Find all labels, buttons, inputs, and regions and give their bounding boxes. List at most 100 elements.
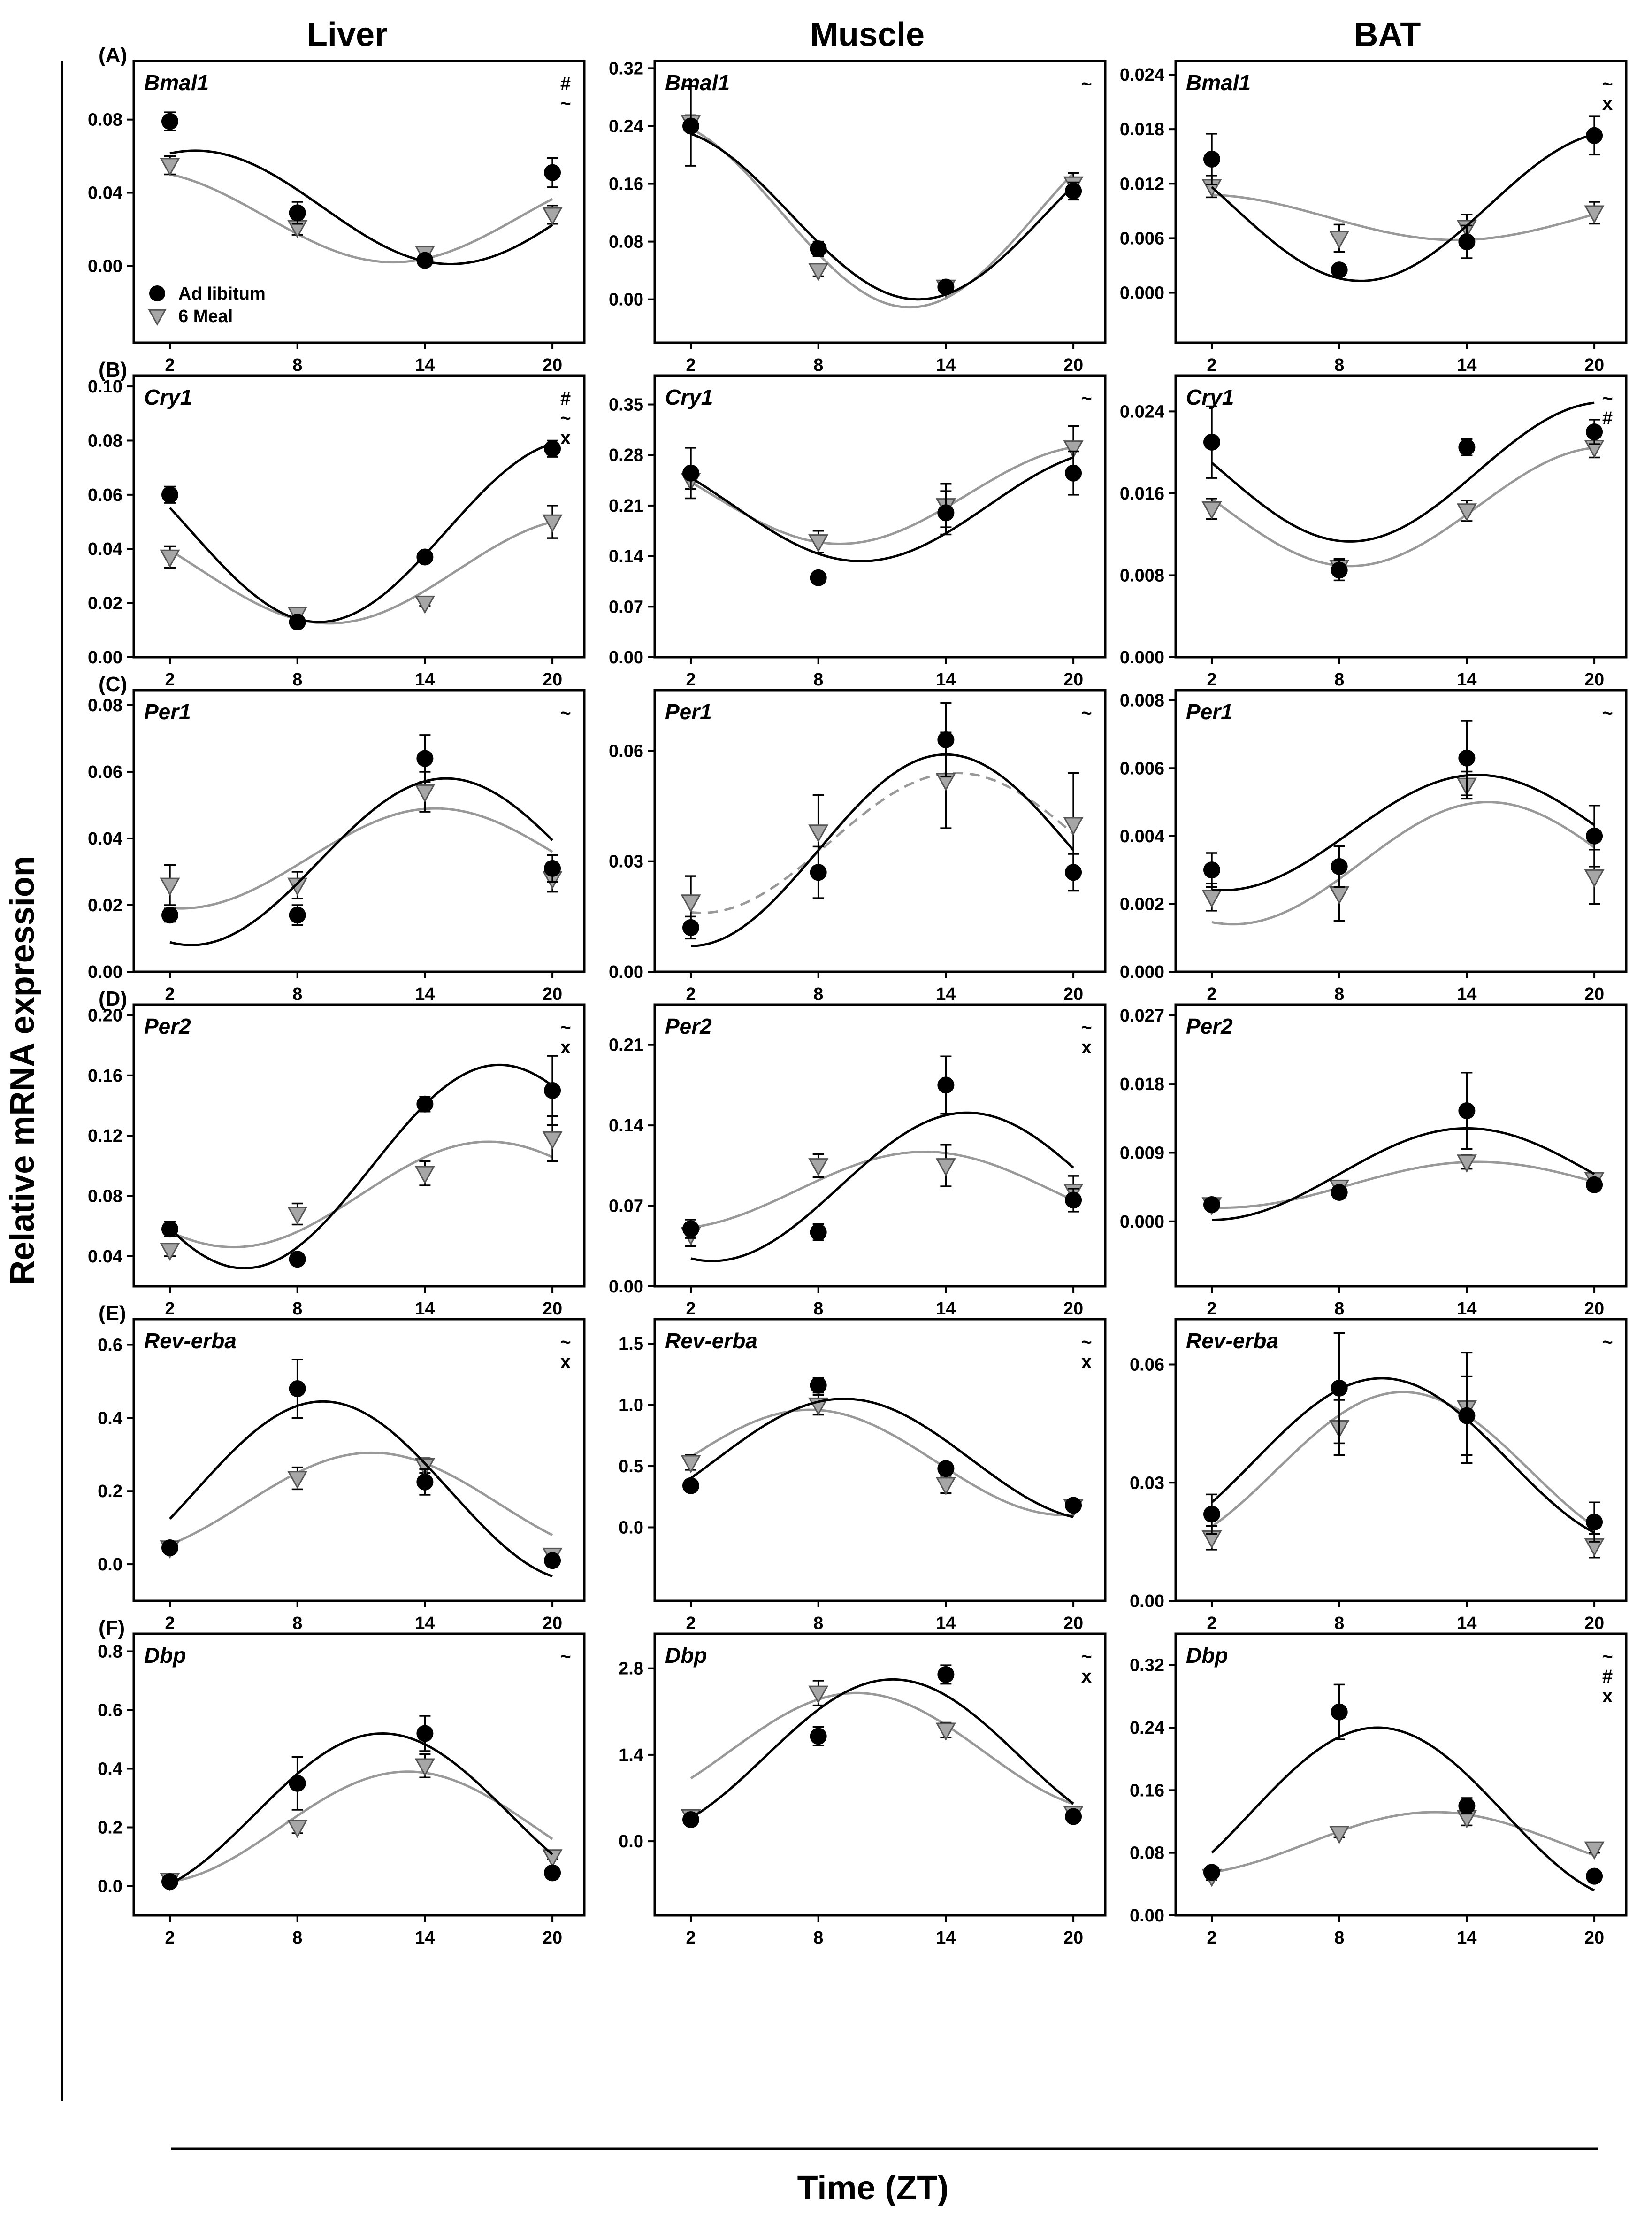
y-tick-label: 0.000 [1120, 962, 1164, 982]
y-tick-label: 0.08 [88, 431, 122, 451]
y-tick-label: 0.016 [1120, 484, 1164, 504]
data-point-ad-libitum [1331, 561, 1348, 579]
x-tick-label: 8 [813, 984, 823, 1004]
gene-title: Rev-erba [665, 1329, 757, 1353]
y-tick-label: 0.35 [609, 395, 643, 415]
fit-curve-6-meal [690, 1691, 1074, 1806]
x-tick-label: 14 [1457, 1299, 1476, 1319]
y-tick-label: 0.5 [619, 1457, 643, 1476]
data-point-ad-libitum [161, 1539, 178, 1557]
y-tick-label: 0.0 [619, 1518, 643, 1537]
data-point-ad-libitum [682, 1477, 699, 1494]
data-point-ad-libitum [544, 1082, 561, 1099]
x-tick-label: 2 [165, 670, 175, 690]
data-point-6-meal [681, 1455, 701, 1474]
fit-curve-6-meal [169, 173, 553, 264]
data-point-ad-libitum [1065, 182, 1082, 200]
data-point-ad-libitum [1065, 464, 1082, 482]
fit-curve-ad-libitum [169, 1732, 553, 1885]
x-tick-label: 8 [1334, 984, 1344, 1004]
plot-frame [653, 60, 1107, 344]
x-tick-label: 20 [543, 1928, 562, 1948]
panel-liver-dbp-f: (F) 0.0 0.2 0.4 0.6 0.8 2 8 14 20 Dbp ~ [98, 1616, 586, 1948]
panel-bat-per1-c: 0.000 0.002 0.004 0.006 0.008 2 8 14 20 Per1 ~ [1120, 689, 1628, 1004]
data-point-ad-libitum [1458, 1797, 1476, 1814]
y-tick-label: 0.06 [609, 741, 643, 761]
y-tick-label: 0.024 [1120, 65, 1164, 85]
data-point-6-meal [808, 1158, 829, 1176]
y-tick-label: 0.02 [88, 896, 122, 915]
gene-title: Dbp [144, 1643, 186, 1668]
fit-curve-6-meal [169, 520, 553, 625]
significance-marker: x [1602, 93, 1613, 114]
panel-bat-per2-d: 0.000 0.009 0.018 0.027 2 8 14 20 Per2 [1120, 1003, 1628, 1319]
x-tick-label: 20 [1584, 1614, 1604, 1633]
x-tick-label: 20 [543, 1299, 562, 1319]
column-title-bat: BAT [1354, 16, 1421, 54]
data-point-ad-libitum [1586, 827, 1603, 845]
fit-curve-6-meal [169, 1451, 553, 1546]
data-point-6-meal [414, 595, 435, 614]
data-point-ad-libitum [810, 1376, 827, 1394]
y-tick-label: 0.16 [609, 175, 643, 194]
data-point-ad-libitum [289, 907, 306, 924]
data-point-6-meal [808, 534, 829, 553]
data-point-ad-libitum [937, 1460, 955, 1477]
data-point-ad-libitum [937, 1666, 955, 1683]
y-tick-label: 1.4 [619, 1745, 643, 1765]
y-tick-label: 0.03 [609, 852, 643, 872]
fit-curve-ad-libitum [690, 753, 1075, 947]
fit-curve-ad-libitum [690, 1398, 1074, 1518]
y-tick-label: 0.002 [1120, 894, 1164, 914]
y-tick-label: 0.4 [98, 1408, 122, 1428]
significance-marker: # [560, 74, 571, 94]
data-point-6-meal [935, 1477, 956, 1496]
x-tick-label: 20 [1584, 670, 1604, 690]
data-point-6-meal [160, 549, 180, 568]
y-tick-label: 0.018 [1120, 120, 1164, 139]
data-point-ad-libitum [544, 1552, 561, 1569]
y-tick-label: 0.06 [88, 485, 122, 505]
y-tick-label: 0.000 [1120, 1212, 1164, 1232]
data-point-6-meal [1584, 205, 1605, 224]
y-tick-label: 0.16 [88, 1066, 122, 1086]
data-point-ad-libitum [810, 864, 827, 881]
fit-curve-6-meal [1211, 446, 1595, 568]
data-point-6-meal [160, 877, 180, 896]
data-point-ad-libitum [416, 1095, 434, 1113]
x-tick-label: 8 [1334, 1614, 1344, 1633]
x-tick-label: 20 [1584, 1299, 1604, 1319]
x-tick-label: 2 [1207, 1299, 1216, 1319]
fit-curve-6-meal [690, 127, 1074, 309]
data-point-6-meal [414, 1758, 435, 1777]
fit-curve-6-meal [690, 1408, 1074, 1516]
fit-curve-6-meal [1211, 801, 1595, 926]
fit-curve-ad-libitum [169, 1400, 553, 1578]
data-point-ad-libitum [1065, 1808, 1082, 1825]
x-tick-label: 14 [1457, 1614, 1476, 1633]
significance-marker: x [560, 428, 571, 448]
plot-frame [1174, 60, 1628, 344]
y-tick-label: 0.03 [1130, 1473, 1164, 1493]
data-point-ad-libitum [1203, 433, 1220, 451]
y-tick-label: 0.4 [98, 1760, 122, 1779]
gene-title: Per2 [665, 1014, 712, 1038]
x-tick-label: 14 [1457, 1928, 1476, 1948]
data-point-6-meal [935, 1722, 956, 1741]
x-axis-title: Time (ZT) [797, 2169, 949, 2207]
x-tick-label: 8 [1334, 1299, 1344, 1319]
data-point-ad-libitum [1586, 1867, 1603, 1885]
x-tick-label: 14 [415, 1614, 435, 1633]
significance-marker: # [1602, 408, 1613, 429]
x-tick-label: 14 [415, 984, 435, 1004]
x-tick-label: 8 [292, 1299, 302, 1319]
y-tick-label: 0.008 [1120, 566, 1164, 585]
data-point-6-meal [414, 1166, 435, 1184]
data-point-ad-libitum [1203, 861, 1220, 879]
data-point-ad-libitum [161, 1873, 178, 1891]
x-tick-label: 8 [292, 670, 302, 690]
x-tick-label: 20 [1584, 984, 1604, 1004]
gene-title: Per2 [1186, 1014, 1233, 1038]
y-tick-label: 0.04 [88, 1247, 122, 1267]
y-tick-label: 1.5 [619, 1334, 643, 1354]
